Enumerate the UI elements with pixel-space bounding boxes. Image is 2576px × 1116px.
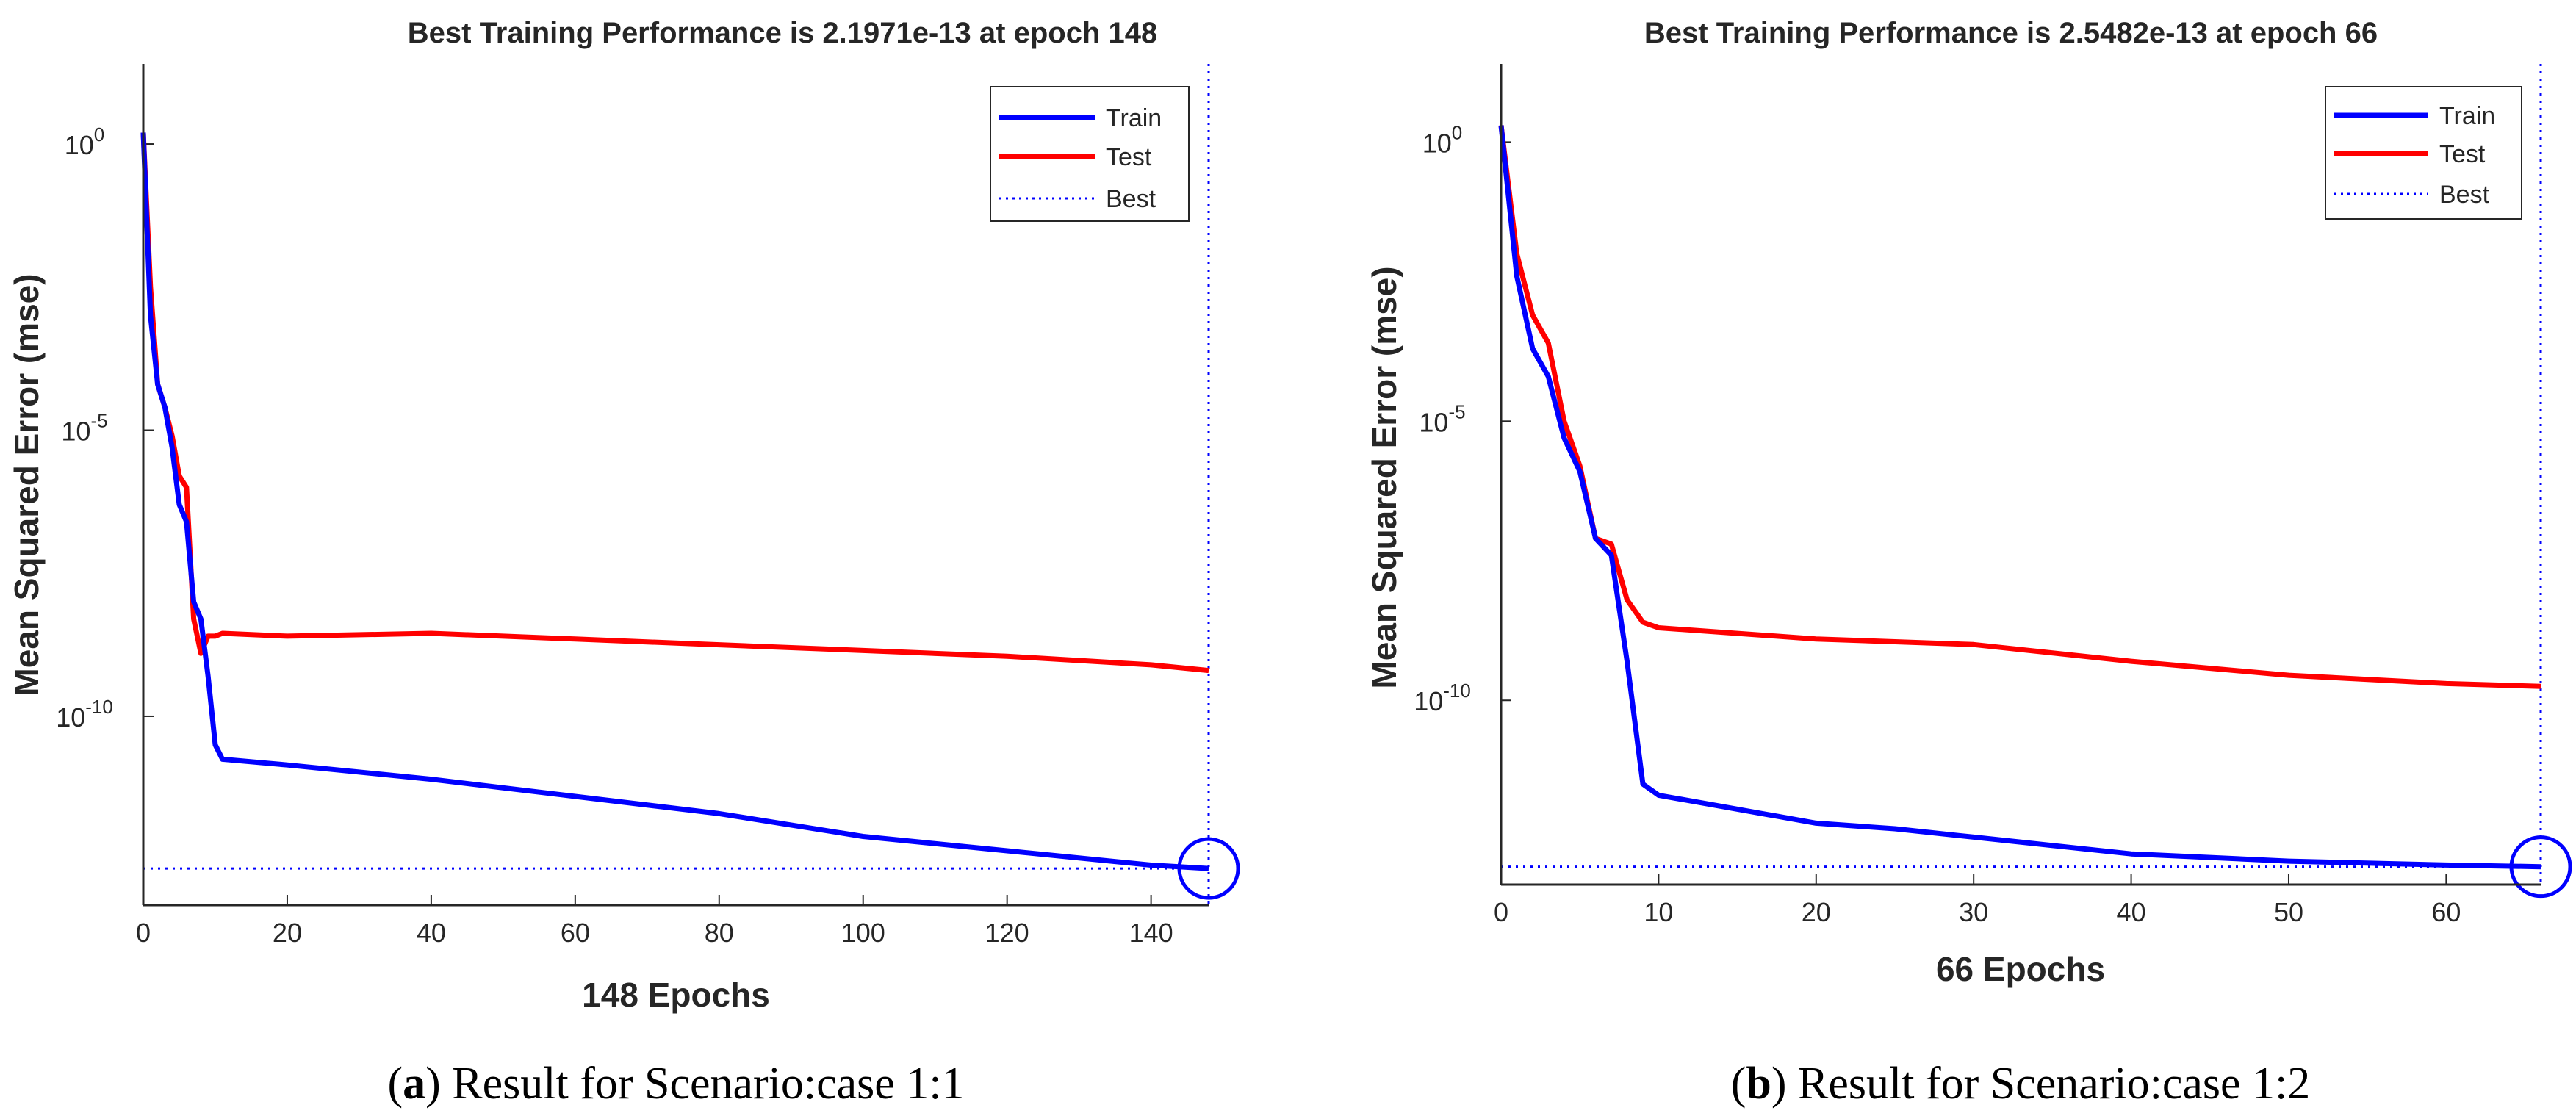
panel-a-x-tick-labels: 0 20 40 60 80 100 120 140 — [136, 918, 1173, 948]
panel-b-x-label: 66 Epochs — [1936, 950, 2105, 988]
panel-b-x-tick-label: 0 — [1494, 897, 1508, 927]
panel-b-x-tick-label: 20 — [1802, 897, 1831, 927]
panel-b-legend-best-label: Best — [2439, 181, 2490, 209]
panel-b-x-tick-label: 30 — [1959, 897, 1988, 927]
panel-a-x-tick-label: 0 — [136, 918, 151, 948]
panel-b-x-tick-labels: 0 10 20 30 40 50 60 — [1494, 897, 2461, 927]
panel-a-y-tick-label: 10-10 — [56, 696, 113, 732]
panel-a: Best Training Performance is 2.1971e-13 … — [7, 17, 1240, 1014]
panel-b-legend-test-label: Test — [2439, 140, 2486, 168]
panel-a-x-tick-label: 20 — [273, 918, 302, 948]
caption-b: (b) Result for Scenario:case 1:2 — [1731, 1059, 2311, 1109]
caption-b-text: Result for Scenario:case 1:2 — [1787, 1059, 2311, 1109]
panel-a-legend-test-label: Test — [1106, 143, 1152, 171]
panel-b-title: Best Training Performance is 2.5482e-13 … — [1644, 17, 2378, 49]
panel-b-y-tick-label: 10-5 — [1419, 400, 1465, 437]
panel-b-y-label: Mean Squared Error (mse) — [1365, 266, 1403, 688]
caption-b-letter: b — [1746, 1059, 1771, 1109]
panel-a-x-tick-label: 100 — [841, 918, 885, 948]
panel-a-best-markers — [143, 64, 1210, 905]
caption-a-text: Result for Scenario:case 1:1 — [441, 1059, 965, 1109]
panel-b-series-test-line — [1498, 125, 2541, 689]
caption-a: (a) Result for Scenario:case 1:1 — [387, 1059, 964, 1109]
panel-b-y-tick-labels: 100 10-5 10-10 — [1414, 121, 1471, 716]
panel-a-y-tick-label: 10-5 — [61, 410, 107, 447]
panel-b-legend: Train Test Best — [2325, 86, 2522, 220]
panel-a-title: Best Training Performance is 2.1971e-13 … — [408, 17, 1157, 49]
panel-a-legend-train-label: Train — [1106, 104, 1162, 132]
panel-b-series-train-line — [1498, 125, 2541, 870]
panel-a-series-train-line — [140, 132, 1209, 871]
panel-a-x-label: 148 Epochs — [582, 976, 770, 1014]
panel-a-x-tick-label: 140 — [1129, 918, 1173, 948]
panel-b-x-tick-label: 10 — [1644, 897, 1673, 927]
panel-b-series — [1498, 125, 2572, 899]
panel-a-x-tick-label: 120 — [985, 918, 1029, 948]
panel-a-y-tick-labels: 100 10-5 10-10 — [56, 123, 113, 732]
panel-b-best-circle — [2509, 835, 2572, 899]
panel-a-x-tick-label: 60 — [561, 918, 590, 948]
panel-a-x-tick-label: 40 — [417, 918, 446, 948]
panel-a-legend-best-label: Best — [1106, 185, 1156, 213]
panel-b-legend-train-label: Train — [2439, 102, 2495, 130]
panel-a-series — [140, 132, 1240, 900]
panel-a-best-circle — [1177, 837, 1240, 900]
panel-a-y-label: Mean Squared Error (mse) — [7, 273, 46, 696]
panel-b: Best Training Performance is 2.5482e-13 … — [1365, 17, 2572, 988]
panel-b-y-tick-label: 100 — [1422, 121, 1463, 158]
panel-a-x-tick-label: 80 — [705, 918, 734, 948]
panel-b-x-tick-label: 60 — [2431, 897, 2461, 927]
panel-b-best-markers — [1501, 64, 2542, 885]
panel-a-y-tick-label: 100 — [65, 123, 105, 160]
panel-a-legend: Train Test Best — [990, 86, 1190, 222]
panel-b-y-tick-label: 10-10 — [1414, 680, 1471, 716]
panel-b-x-tick-label: 50 — [2274, 897, 2303, 927]
panel-b-x-tick-label: 40 — [2117, 897, 2146, 927]
caption-a-letter: a — [403, 1059, 425, 1109]
